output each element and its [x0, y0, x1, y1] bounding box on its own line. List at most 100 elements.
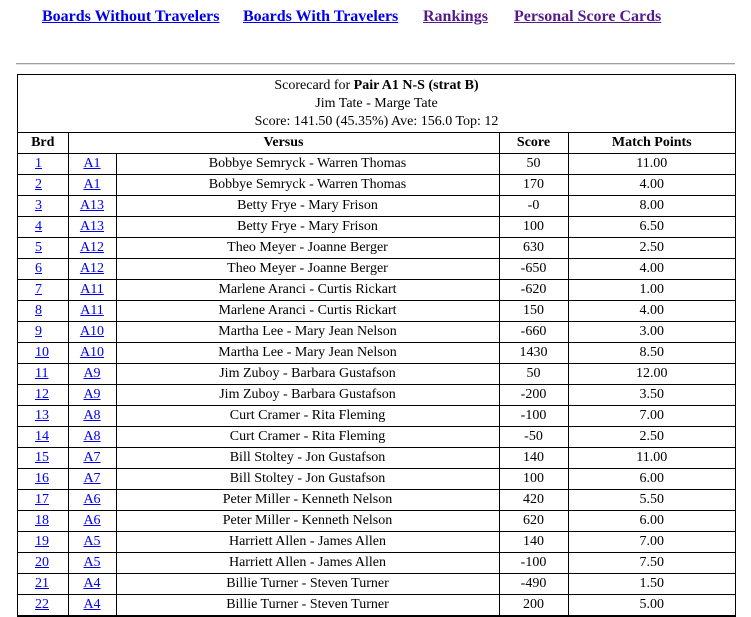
rankings-link[interactable]: Rankings [423, 8, 488, 25]
pair-link[interactable]: A7 [83, 471, 101, 486]
score-cell: -100 [498, 405, 569, 427]
scorecard-title-prefix: Scorecard for [274, 78, 354, 93]
board-cell: 7 [18, 279, 69, 301]
pair-link[interactable]: A8 [83, 408, 101, 423]
pair-link[interactable]: A4 [83, 597, 101, 612]
pair-link[interactable]: A13 [79, 198, 105, 213]
board-link[interactable]: 16 [35, 471, 49, 486]
board-cell: 2 [18, 174, 69, 196]
boards-with-travelers-link[interactable]: Boards With Travelers [243, 8, 399, 25]
pair-link[interactable]: A6 [83, 513, 101, 528]
match-points-cell: 4.00 [567, 258, 735, 280]
pair-link[interactable]: A6 [83, 492, 101, 507]
match-points-cell: 6.00 [567, 510, 735, 532]
table-row: 20 A5 Harriett Allen - James Allen -100 7.50 [18, 552, 735, 574]
board-link[interactable]: 1 [35, 156, 42, 171]
pair-link[interactable]: A11 [80, 303, 104, 318]
match-points-cell: 6.50 [567, 216, 735, 238]
pair-link[interactable]: A5 [83, 534, 101, 549]
board-link[interactable]: 17 [35, 492, 49, 507]
board-link[interactable]: 6 [35, 261, 42, 276]
pair-link[interactable]: A1 [83, 156, 101, 171]
board-link[interactable]: 20 [35, 555, 49, 570]
opponents-cell: Bill Stoltey - Jon Gustafson [115, 468, 500, 490]
score-cell: -660 [498, 321, 569, 343]
table-row: 3 A13 Betty Frye - Mary Frison -0 8.00 [18, 195, 735, 217]
pair-link[interactable]: A12 [79, 240, 105, 255]
board-link[interactable]: 15 [35, 450, 49, 465]
boards-without-travelers-link[interactable]: Boards Without Travelers [42, 8, 220, 25]
match-points-cell: 8.00 [567, 195, 735, 217]
opponents-cell: Martha Lee - Mary Jean Nelson [115, 342, 500, 364]
board-link[interactable]: 9 [35, 324, 42, 339]
board-link[interactable]: 22 [35, 597, 49, 612]
table-row: 2 A1 Bobbye Semryck - Warren Thomas 170 4.00 [18, 174, 735, 196]
score-cell: 140 [498, 447, 569, 469]
opponents-cell: Jim Zuboy - Barbara Gustafson [115, 363, 500, 385]
board-link[interactable]: 8 [35, 303, 42, 318]
pair-cell: A5 [67, 531, 117, 553]
board-link[interactable]: 3 [35, 198, 42, 213]
pair-cell: A7 [67, 468, 117, 490]
pair-link[interactable]: A7 [83, 450, 101, 465]
scorecard-panel: Scorecard for Pair A1 N-S (strat B) Jim … [17, 74, 736, 617]
pair-link[interactable]: A8 [83, 429, 101, 444]
match-points-cell: 3.50 [567, 384, 735, 406]
match-points-cell: 5.50 [567, 489, 735, 511]
table-row: 7 A11 Marlene Aranci - Curtis Rickart -620 1… [18, 279, 735, 301]
pair-cell: A6 [67, 510, 117, 532]
pair-cell: A5 [67, 552, 117, 574]
table-row: 14 A8 Curt Cramer - Rita Fleming -50 2.50 [18, 426, 735, 448]
score-cell: -200 [498, 384, 569, 406]
board-link[interactable]: 10 [35, 345, 49, 360]
match-points-cell: 3.00 [567, 321, 735, 343]
score-cell: -0 [498, 195, 569, 217]
score-cell: 1430 [498, 342, 569, 364]
match-points-cell: 11.00 [567, 153, 735, 175]
pair-link[interactable]: A4 [83, 576, 101, 591]
score-cell: 50 [498, 363, 569, 385]
pair-link[interactable]: A10 [79, 345, 105, 360]
opponents-cell: Betty Frye - Mary Frison [115, 195, 500, 217]
pair-link[interactable]: A9 [83, 387, 101, 402]
table-row: 17 A6 Peter Miller - Kenneth Nelson 420 5.50 [18, 489, 735, 511]
pair-link[interactable]: A11 [80, 282, 104, 297]
board-link[interactable]: 7 [35, 282, 42, 297]
table-row: 15 A7 Bill Stoltey - Jon Gustafson 140 11.00 [18, 447, 735, 469]
pair-link[interactable]: A12 [79, 261, 105, 276]
pair-link[interactable]: A1 [83, 177, 101, 192]
board-cell: 12 [18, 384, 69, 406]
pair-link[interactable]: A13 [79, 219, 105, 234]
table-row: 13 A8 Curt Cramer - Rita Fleming -100 7.00 [18, 405, 735, 427]
board-cell: 10 [18, 342, 69, 364]
pair-cell: A13 [67, 216, 117, 238]
pair-link[interactable]: A5 [83, 555, 101, 570]
board-link[interactable]: 2 [35, 177, 42, 192]
board-link[interactable]: 14 [35, 429, 49, 444]
board-link[interactable]: 4 [35, 219, 42, 234]
col-header-brd: Brd [18, 132, 69, 154]
pair-link[interactable]: A10 [79, 324, 105, 339]
score-cell: -490 [498, 573, 569, 595]
scorecard-summary: Score: 141.50 (45.35%) Ave: 156.0 Top: 1… [254, 114, 499, 129]
score-cell: 630 [498, 237, 569, 259]
opponents-cell: Billie Turner - Steven Turner [115, 594, 500, 616]
opponents-cell: Jim Zuboy - Barbara Gustafson [115, 384, 500, 406]
board-link[interactable]: 18 [35, 513, 49, 528]
board-link[interactable]: 11 [35, 366, 49, 381]
board-link[interactable]: 13 [35, 408, 49, 423]
opponents-cell: Theo Meyer - Joanne Berger [115, 258, 500, 280]
table-row: 19 A5 Harriett Allen - James Allen 140 7.00 [18, 531, 735, 553]
match-points-cell: 1.50 [567, 573, 735, 595]
board-link[interactable]: 12 [35, 387, 49, 402]
board-cell: 1 [18, 153, 69, 175]
table-row: 1 A1 Bobbye Semryck - Warren Thomas 50 11.00 [18, 153, 735, 175]
match-points-cell: 7.00 [567, 405, 735, 427]
pair-cell: A1 [67, 153, 117, 175]
personal-score-cards-link[interactable]: Personal Score Cards [514, 8, 662, 25]
board-link[interactable]: 5 [35, 240, 42, 255]
pair-link[interactable]: A9 [83, 366, 101, 381]
board-link[interactable]: 21 [35, 576, 49, 591]
board-link[interactable]: 19 [35, 534, 49, 549]
board-cell: 6 [18, 258, 69, 280]
